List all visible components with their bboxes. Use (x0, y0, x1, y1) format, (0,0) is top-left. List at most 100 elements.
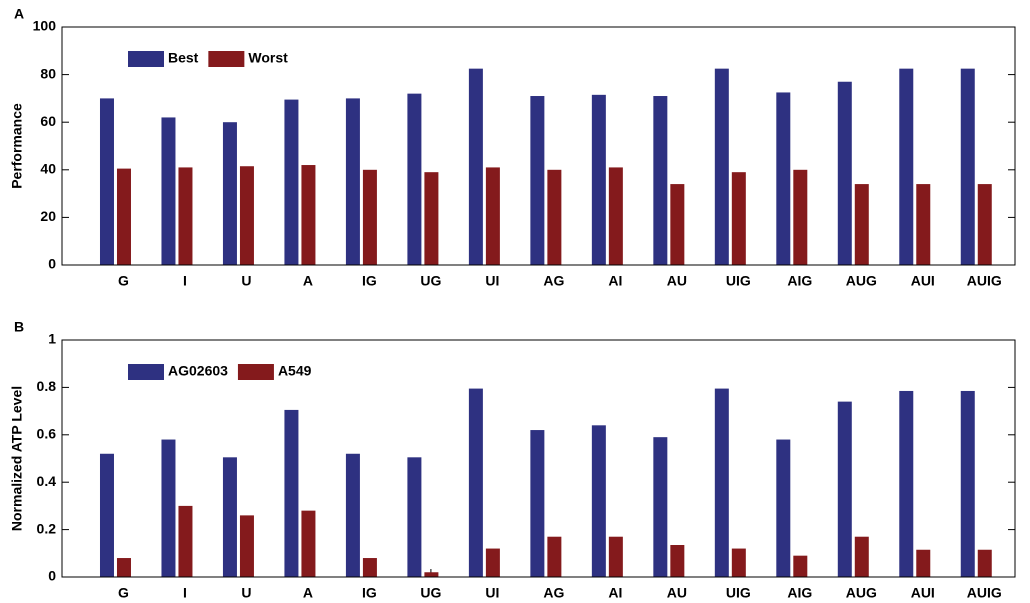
x-tick-label: UIG (726, 585, 751, 601)
x-tick-label: AUG (846, 273, 877, 289)
legend-swatch (128, 364, 164, 380)
x-tick-label: AUI (911, 273, 935, 289)
legend-label: Best (168, 50, 199, 66)
x-tick-label: AG (543, 273, 564, 289)
bar (424, 572, 439, 577)
bar (239, 166, 254, 265)
bar (793, 169, 808, 265)
y-tick-label: 20 (40, 208, 56, 224)
bar (793, 555, 808, 577)
y-tick-label: 0.8 (37, 378, 57, 394)
bar (468, 68, 483, 266)
y-tick-label: 40 (40, 161, 56, 177)
x-tick-label: AUI (911, 585, 935, 601)
bar (731, 172, 746, 265)
bar (99, 453, 114, 577)
bar (899, 390, 914, 577)
x-tick-label: UI (485, 585, 499, 601)
y-tick-label: 100 (33, 18, 57, 34)
y-tick-label: 0 (48, 256, 56, 272)
legend-label: A549 (278, 363, 312, 379)
y-tick-label: 60 (40, 113, 56, 129)
bar (485, 548, 500, 577)
x-tick-label: U (241, 585, 251, 601)
legend-swatch (128, 51, 164, 67)
y-tick-label: 0.4 (37, 473, 57, 489)
bar (485, 167, 500, 265)
bar (854, 536, 869, 577)
x-tick-label: AU (667, 585, 687, 601)
y-tick-label: 80 (40, 65, 56, 81)
x-tick-label: AIG (787, 273, 812, 289)
bar (731, 548, 746, 577)
bar (960, 390, 975, 577)
bar (916, 184, 931, 265)
bar (670, 545, 685, 577)
legend-label: Worst (248, 50, 288, 66)
x-tick-label: AU (667, 273, 687, 289)
bar (653, 96, 668, 266)
bar (407, 93, 422, 265)
bar (301, 510, 316, 577)
bar (591, 94, 606, 265)
y-tick-label: 0.2 (37, 520, 57, 536)
legend-label: AG02603 (168, 363, 228, 379)
bar (178, 505, 193, 577)
x-tick-label: G (118, 585, 129, 601)
bar (99, 98, 114, 266)
bar (714, 68, 729, 266)
x-tick-label: UG (420, 585, 441, 601)
bar (362, 169, 377, 265)
bar (916, 549, 931, 577)
bar (977, 549, 992, 577)
bar (468, 388, 483, 577)
bar (345, 453, 360, 577)
bar (116, 558, 131, 577)
bar (714, 388, 729, 577)
x-tick-label: G (118, 273, 129, 289)
bar (116, 168, 131, 265)
bar (608, 536, 623, 577)
bar (977, 184, 992, 265)
legend-swatch (237, 364, 274, 380)
legend-swatch (208, 51, 245, 67)
x-tick-label: AG (543, 585, 564, 601)
bar (670, 184, 685, 265)
bar (284, 409, 299, 577)
bar (161, 439, 176, 577)
bar (899, 68, 914, 266)
x-tick-label: I (183, 273, 187, 289)
bar (547, 169, 562, 265)
bar (345, 98, 360, 266)
bar (239, 515, 254, 577)
x-tick-label: AIG (787, 585, 812, 601)
panel-label: B (14, 319, 24, 335)
bar (854, 184, 869, 265)
panel-label: A (14, 6, 24, 22)
y-tick-label: 0.6 (37, 426, 57, 442)
x-tick-label: U (241, 273, 251, 289)
bar (591, 425, 606, 577)
axes-box (61, 26, 1016, 266)
bar (960, 68, 975, 266)
bar (407, 457, 422, 577)
x-tick-label: AI (608, 585, 622, 601)
x-tick-label: IG (362, 585, 377, 601)
bar (161, 117, 176, 265)
y-tick-label: 1 (48, 331, 56, 347)
x-tick-label: I (183, 585, 187, 601)
x-tick-label: AUG (846, 585, 877, 601)
x-tick-label: AUIG (967, 273, 1002, 289)
x-tick-label: UIG (726, 273, 751, 289)
x-tick-label: A (303, 273, 313, 289)
bar (222, 457, 237, 577)
bar (776, 92, 791, 265)
bar (362, 558, 377, 577)
x-tick-label: UI (485, 273, 499, 289)
bar (547, 536, 562, 577)
axes-box (61, 339, 1016, 578)
y-axis-label: Normalized ATP Level (9, 386, 25, 531)
bar (222, 122, 237, 265)
bar (837, 81, 852, 266)
